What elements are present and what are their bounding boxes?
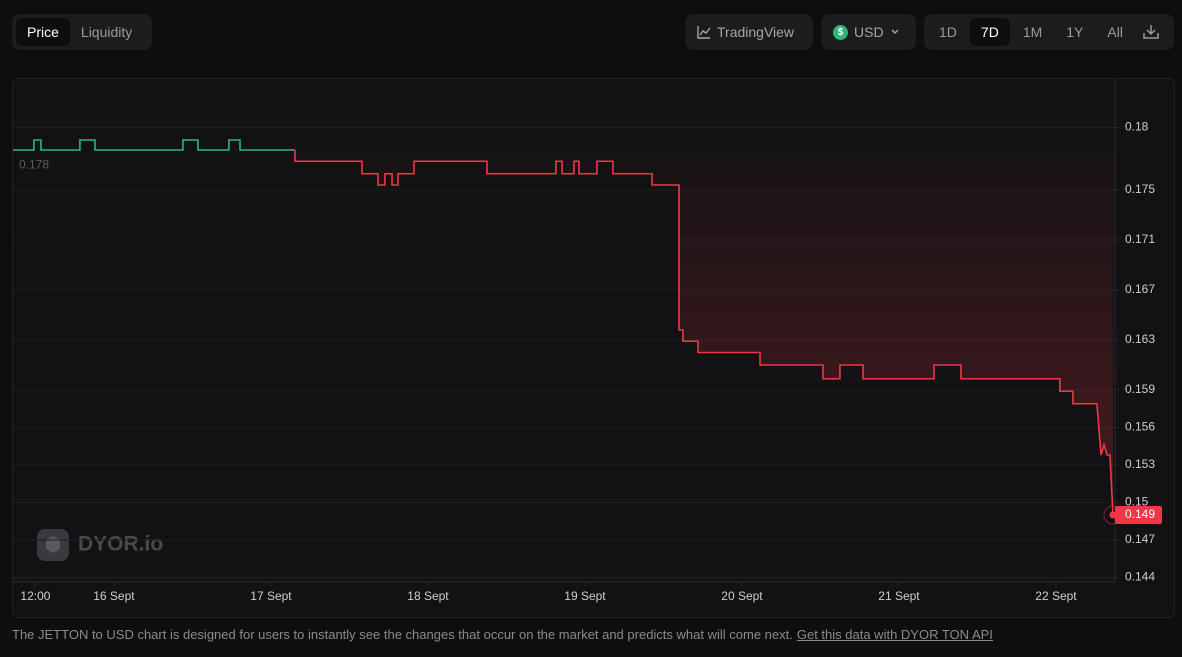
watermark-text: DYOR.io: [78, 533, 163, 556]
x-tick-label: 16 Sept: [93, 589, 135, 603]
watermark: DYOR.io: [37, 529, 163, 561]
y-tick-label: 0.175: [1125, 182, 1155, 196]
footer-text: The JETTON to USD chart is designed for …: [12, 627, 793, 642]
last-price-label: 0.149: [1125, 507, 1155, 521]
chevron: [891, 29, 899, 34]
button-label: TradingView: [717, 24, 795, 40]
timeframe[interactable]: All: [1107, 24, 1123, 40]
download-button[interactable]: [1136, 18, 1166, 46]
timeframe[interactable]: 7D: [969, 18, 1010, 46]
y-tick-label: 0.18: [1125, 120, 1149, 134]
timeframe[interactable]: 1Y: [1066, 24, 1084, 40]
x-tick-label: 22 Sept: [1035, 589, 1077, 603]
chart-icon: [697, 26, 711, 39]
button-label: USD: [854, 24, 884, 40]
price-line: [13, 139, 295, 151]
baseline-label: 0.178: [19, 158, 49, 172]
timeframe[interactable]: 1D: [939, 24, 957, 40]
chart: DYOR.io 0.18 0.175 0.171 0.167 0.163 0.159 0.1…: [12, 78, 1175, 618]
x-tick-label: 21 Sept: [878, 589, 920, 603]
area-fill: [294, 150, 1113, 515]
y-tick-label: 0.159: [1125, 382, 1155, 396]
y-tick-label: 0.147: [1125, 532, 1155, 546]
y-tick-label: 0.153: [1125, 457, 1155, 471]
y-tick-label: 0.156: [1125, 420, 1155, 434]
last-price-tag: [1115, 506, 1162, 524]
button-content: $ USD: [825, 24, 908, 40]
x-tick-label: 18 Sept: [407, 589, 449, 603]
currency-icon: $: [833, 24, 848, 40]
price-line: [294, 150, 1114, 516]
y-tick-label: 0.171: [1125, 232, 1155, 246]
y-tick-label: 0.144: [1125, 570, 1155, 584]
x-tick-label: 19 Sept: [564, 589, 606, 603]
x-tick-label: 17 Sept: [250, 589, 292, 603]
y-tick-label: 0.163: [1125, 332, 1155, 346]
x-tick-label: 20 Sept: [721, 589, 763, 603]
y-tick-label: 0.15: [1125, 495, 1149, 509]
last-price-dot: [1109, 511, 1117, 519]
tradingview-button[interactable]: TradingView: [685, 14, 813, 50]
footer: The JETTON to USD chart is designed for …: [12, 627, 993, 642]
view-tabs: Price Liquidity: [12, 14, 152, 50]
timeframe[interactable]: 1M: [1022, 24, 1043, 40]
timeframe-group: 1D 7D 1M 1Y All: [924, 14, 1174, 50]
y-tick-label: 0.167: [1125, 282, 1155, 296]
api-link[interactable]: Get this data with DYOR TON API: [796, 627, 993, 642]
currency-select[interactable]: $ USD: [821, 14, 916, 50]
tab[interactable]: Price: [16, 18, 70, 46]
x-tick-label: 12:00: [20, 589, 50, 603]
button-content: TradingView: [689, 24, 802, 40]
tab[interactable]: Liquidity: [80, 24, 133, 40]
